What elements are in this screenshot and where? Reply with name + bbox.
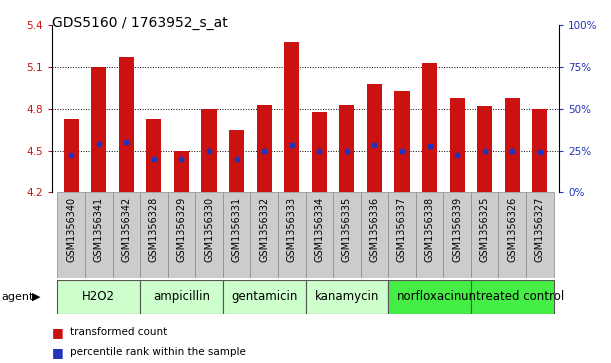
Text: GSM1356342: GSM1356342 (122, 197, 131, 262)
Bar (57, 192, 85, 278)
Bar (339, 105, 354, 192)
Bar (471, 280, 554, 314)
Bar (278, 192, 306, 278)
Bar (312, 112, 327, 192)
Text: kanamycin: kanamycin (315, 290, 379, 303)
Bar (140, 280, 223, 314)
Bar (499, 192, 526, 278)
Text: ampicillin: ampicillin (153, 290, 210, 303)
Bar (112, 192, 140, 278)
Bar (360, 192, 388, 278)
Bar (223, 280, 306, 314)
Text: ■: ■ (52, 326, 64, 339)
Text: untreated control: untreated control (461, 290, 564, 303)
Text: GSM1356326: GSM1356326 (507, 197, 517, 262)
Bar (85, 192, 112, 278)
Text: GSM1356327: GSM1356327 (535, 197, 545, 262)
Text: GSM1356337: GSM1356337 (397, 197, 407, 262)
Bar (251, 192, 278, 278)
Bar (223, 192, 251, 278)
Bar (196, 192, 223, 278)
Bar (174, 151, 189, 192)
Bar (422, 63, 437, 192)
Text: GSM1356329: GSM1356329 (177, 197, 186, 262)
Bar (167, 192, 196, 278)
Bar (444, 192, 471, 278)
Text: H2O2: H2O2 (82, 290, 115, 303)
Text: GSM1356330: GSM1356330 (204, 197, 214, 262)
Text: ▶: ▶ (32, 291, 40, 302)
Text: percentile rank within the sample: percentile rank within the sample (70, 347, 246, 357)
Text: GSM1356341: GSM1356341 (94, 197, 104, 262)
Bar (388, 280, 471, 314)
Text: GSM1356339: GSM1356339 (452, 197, 462, 262)
Bar (333, 192, 360, 278)
Bar (64, 119, 79, 192)
Bar (532, 109, 547, 192)
Text: GDS5160 / 1763952_s_at: GDS5160 / 1763952_s_at (52, 16, 228, 30)
Text: GSM1356340: GSM1356340 (66, 197, 76, 262)
Bar (202, 109, 217, 192)
Bar (257, 105, 272, 192)
Bar (471, 192, 499, 278)
Bar (526, 192, 554, 278)
Bar (146, 119, 161, 192)
Bar (57, 280, 140, 314)
Bar (415, 192, 444, 278)
Bar (450, 98, 465, 192)
Bar (367, 84, 382, 192)
Text: norfloxacin: norfloxacin (397, 290, 462, 303)
Bar (306, 280, 388, 314)
Bar (394, 91, 409, 192)
Text: GSM1356325: GSM1356325 (480, 197, 489, 262)
Text: GSM1356333: GSM1356333 (287, 197, 297, 262)
Bar (91, 67, 106, 192)
Text: GSM1356338: GSM1356338 (425, 197, 434, 262)
Text: agent: agent (1, 291, 34, 302)
Text: GSM1356331: GSM1356331 (232, 197, 241, 262)
Bar (119, 57, 134, 192)
Text: GSM1356336: GSM1356336 (370, 197, 379, 262)
Bar (284, 42, 299, 192)
Bar (388, 192, 415, 278)
Text: GSM1356335: GSM1356335 (342, 197, 352, 262)
Bar (140, 192, 167, 278)
Text: GSM1356334: GSM1356334 (314, 197, 324, 262)
Text: ■: ■ (52, 346, 64, 359)
Bar (477, 106, 492, 192)
Bar (229, 130, 244, 192)
Text: transformed count: transformed count (70, 327, 167, 337)
Bar (505, 98, 520, 192)
Text: gentamicin: gentamicin (231, 290, 298, 303)
Text: GSM1356332: GSM1356332 (259, 197, 269, 262)
Text: GSM1356328: GSM1356328 (149, 197, 159, 262)
Bar (306, 192, 333, 278)
